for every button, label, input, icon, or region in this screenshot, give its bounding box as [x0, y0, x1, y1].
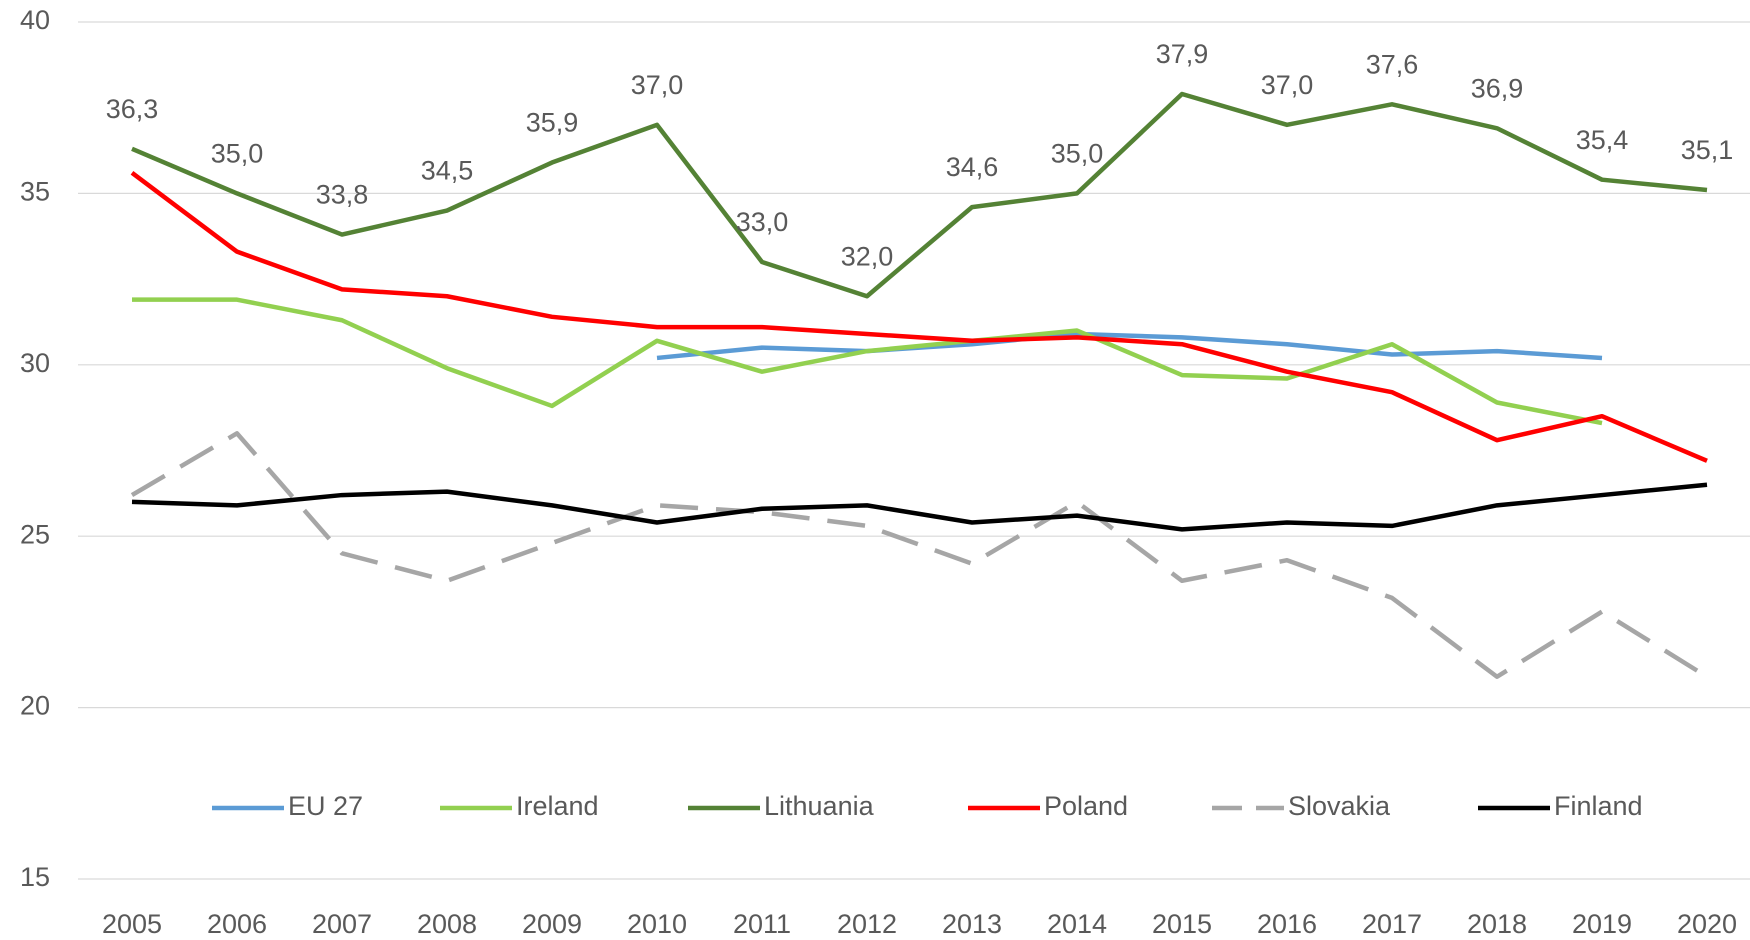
series-line: [131, 91, 1708, 299]
data-label: 35,0: [1051, 139, 1104, 169]
series-line: [656, 331, 1603, 361]
legend-label: Finland: [1554, 791, 1643, 821]
data-label: 33,8: [316, 180, 369, 210]
y-tick-label: 40: [20, 5, 50, 35]
data-label: 37,0: [631, 70, 684, 100]
data-label: 35,4: [1576, 125, 1629, 155]
data-label: 37,0: [1261, 70, 1314, 100]
data-label: 34,5: [421, 156, 474, 186]
data-label: 35,0: [211, 139, 264, 169]
data-label: 35,1: [1681, 135, 1734, 165]
legend-label: Poland: [1044, 791, 1128, 821]
data-label: 32,0: [841, 241, 894, 271]
x-tick-label: 2010: [627, 909, 687, 939]
x-tick-label: 2017: [1362, 909, 1422, 939]
x-tick-label: 2006: [207, 909, 267, 939]
y-tick-label: 35: [20, 177, 50, 207]
series-line: [130, 171, 1708, 463]
data-label: 37,6: [1366, 49, 1419, 79]
data-label: 37,9: [1156, 39, 1209, 69]
series-line: [131, 482, 1708, 532]
data-label: 35,9: [526, 108, 579, 138]
x-tick-label: 2014: [1047, 909, 1107, 939]
y-tick-label: 30: [20, 348, 50, 378]
x-tick-label: 2005: [102, 909, 162, 939]
x-tick-label: 2013: [942, 909, 1002, 939]
legend-label: Slovakia: [1288, 791, 1391, 821]
legend-label: Ireland: [516, 791, 599, 821]
x-tick-label: 2019: [1572, 909, 1632, 939]
x-tick-label: 2007: [312, 909, 372, 939]
x-tick-label: 2020: [1677, 909, 1737, 939]
x-tick-label: 2011: [733, 909, 791, 939]
x-tick-label: 2008: [417, 909, 477, 939]
data-label: 36,9: [1471, 73, 1524, 103]
x-tick-label: 2018: [1467, 909, 1527, 939]
y-tick-label: 15: [20, 862, 50, 892]
data-label: 36,3: [106, 94, 159, 124]
legend-label: EU 27: [288, 791, 363, 821]
x-tick-label: 2009: [522, 909, 582, 939]
data-label: 33,0: [736, 207, 789, 237]
legend-label: Lithuania: [764, 791, 875, 821]
data-label: 34,6: [946, 152, 999, 182]
series-line: [130, 431, 1709, 679]
x-tick-label: 2015: [1152, 909, 1212, 939]
y-tick-label: 25: [20, 519, 50, 549]
y-tick-label: 20: [20, 691, 50, 721]
x-tick-label: 2012: [837, 909, 897, 939]
series-line: [132, 297, 1603, 426]
x-tick-label: 2016: [1257, 909, 1317, 939]
